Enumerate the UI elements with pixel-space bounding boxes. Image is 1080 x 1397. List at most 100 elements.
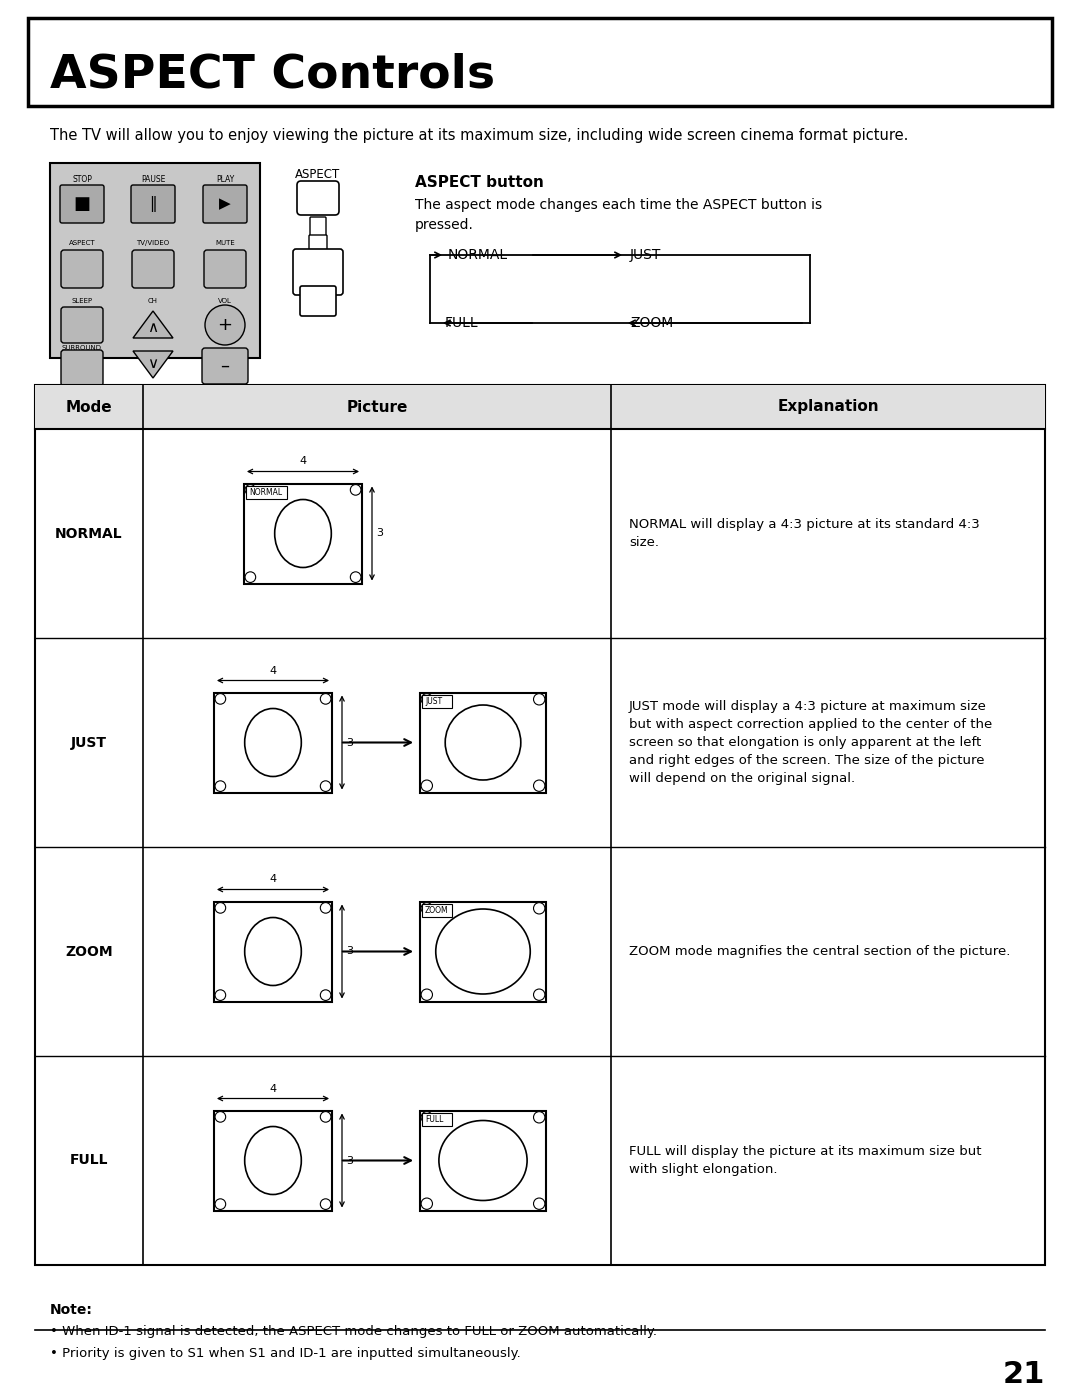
Text: STOP: STOP <box>72 175 92 183</box>
Text: NORMAL: NORMAL <box>55 527 123 541</box>
Circle shape <box>205 305 245 345</box>
Circle shape <box>534 694 545 705</box>
Text: Explanation: Explanation <box>778 400 879 415</box>
Circle shape <box>215 990 226 1000</box>
FancyBboxPatch shape <box>60 184 104 224</box>
Text: ZOOM: ZOOM <box>630 316 673 330</box>
Bar <box>246 486 287 499</box>
Circle shape <box>350 485 361 495</box>
Bar <box>420 901 546 1002</box>
FancyBboxPatch shape <box>310 217 326 237</box>
FancyBboxPatch shape <box>50 163 260 358</box>
Circle shape <box>421 694 432 705</box>
Bar <box>28 18 1052 106</box>
Text: FULL: FULL <box>426 1115 444 1125</box>
Circle shape <box>321 781 330 792</box>
Circle shape <box>421 1199 432 1210</box>
Circle shape <box>350 571 361 583</box>
Text: Note:: Note: <box>50 1303 93 1317</box>
Text: ■: ■ <box>73 196 91 212</box>
Circle shape <box>534 989 545 1000</box>
Circle shape <box>215 902 226 914</box>
Text: VOL: VOL <box>218 298 232 305</box>
FancyBboxPatch shape <box>297 182 339 215</box>
FancyBboxPatch shape <box>60 351 103 386</box>
Text: ZOOM mode magnifies the central section of the picture.: ZOOM mode magnifies the central section … <box>629 944 1011 958</box>
Text: NORMAL: NORMAL <box>448 249 508 263</box>
Text: • Priority is given to S1 when S1 and ID-1 are inputted simultaneously.: • Priority is given to S1 when S1 and ID… <box>50 1347 521 1361</box>
Circle shape <box>421 989 432 1000</box>
Text: The TV will allow you to enjoy viewing the picture at its maximum size, includin: The TV will allow you to enjoy viewing t… <box>50 129 908 142</box>
Text: CH: CH <box>148 298 158 305</box>
FancyBboxPatch shape <box>293 249 343 295</box>
Polygon shape <box>133 312 173 338</box>
Bar <box>422 1112 453 1126</box>
Text: ZOOM: ZOOM <box>426 907 448 915</box>
Ellipse shape <box>274 500 332 567</box>
Text: ▶: ▶ <box>219 197 231 211</box>
Text: ‖: ‖ <box>149 196 157 212</box>
Text: 4: 4 <box>269 875 276 884</box>
Text: ASPECT: ASPECT <box>69 240 95 246</box>
Bar <box>35 386 1045 1266</box>
Text: 3: 3 <box>346 1155 353 1165</box>
Circle shape <box>245 571 256 583</box>
Circle shape <box>534 902 545 914</box>
Bar <box>35 386 1045 429</box>
FancyBboxPatch shape <box>60 250 103 288</box>
Text: pressed.: pressed. <box>415 218 474 232</box>
Text: PAUSE: PAUSE <box>140 175 165 183</box>
Bar <box>420 1111 546 1210</box>
Bar <box>422 694 453 707</box>
Text: PLAY: PLAY <box>216 175 234 183</box>
Text: JUST: JUST <box>630 249 661 263</box>
Text: ASPECT: ASPECT <box>295 169 340 182</box>
Ellipse shape <box>438 1120 527 1200</box>
Circle shape <box>321 990 330 1000</box>
Bar <box>422 904 453 916</box>
Text: JUST: JUST <box>71 735 107 750</box>
Polygon shape <box>133 351 173 379</box>
Text: TV/VIDEO: TV/VIDEO <box>136 240 170 246</box>
Text: –: – <box>220 358 229 374</box>
Text: +: + <box>217 316 232 334</box>
Circle shape <box>215 693 226 704</box>
Text: MUTE: MUTE <box>215 240 234 246</box>
Circle shape <box>534 780 545 791</box>
Text: ASPECT Controls: ASPECT Controls <box>50 53 495 98</box>
FancyBboxPatch shape <box>300 286 336 316</box>
Text: 3: 3 <box>346 738 353 747</box>
Circle shape <box>215 1112 226 1122</box>
FancyBboxPatch shape <box>132 250 174 288</box>
Text: • When ID-1 signal is detected, the ASPECT mode changes to FULL or ZOOM automati: • When ID-1 signal is detected, the ASPE… <box>50 1324 657 1338</box>
Circle shape <box>421 780 432 791</box>
FancyBboxPatch shape <box>302 291 334 312</box>
FancyBboxPatch shape <box>202 348 248 384</box>
Bar <box>214 693 332 792</box>
Circle shape <box>534 1199 545 1210</box>
FancyBboxPatch shape <box>131 184 175 224</box>
Text: Mode: Mode <box>66 400 112 415</box>
Bar <box>420 693 546 792</box>
Circle shape <box>321 693 330 704</box>
Circle shape <box>321 902 330 914</box>
Text: The aspect mode changes each time the ASPECT button is: The aspect mode changes each time the AS… <box>415 198 822 212</box>
Circle shape <box>421 1112 432 1123</box>
Text: FULL will display the picture at its maximum size but
with slight elongation.: FULL will display the picture at its max… <box>629 1146 982 1176</box>
FancyBboxPatch shape <box>60 307 103 344</box>
Text: 4: 4 <box>299 457 307 467</box>
Circle shape <box>215 781 226 792</box>
Ellipse shape <box>245 918 301 985</box>
Ellipse shape <box>245 708 301 777</box>
Text: 4: 4 <box>269 665 276 676</box>
FancyBboxPatch shape <box>203 184 247 224</box>
Circle shape <box>534 1112 545 1123</box>
Circle shape <box>421 902 432 914</box>
Text: ZOOM: ZOOM <box>65 944 112 958</box>
Text: NORMAL will display a 4:3 picture at its standard 4:3
size.: NORMAL will display a 4:3 picture at its… <box>629 518 980 549</box>
Circle shape <box>215 1199 226 1210</box>
Text: FULL: FULL <box>445 316 478 330</box>
Bar <box>214 1111 332 1210</box>
Text: JUST mode will display a 4:3 picture at maximum size
but with aspect correction : JUST mode will display a 4:3 picture at … <box>629 700 993 785</box>
FancyBboxPatch shape <box>204 250 246 288</box>
